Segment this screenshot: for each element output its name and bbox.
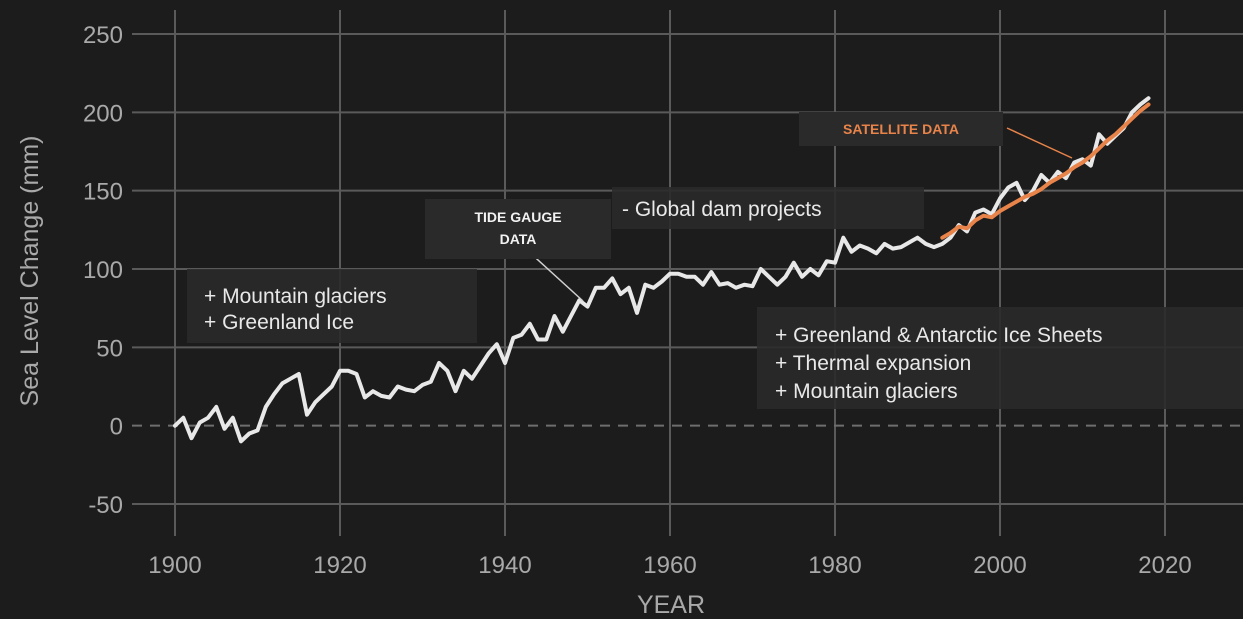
series-lines <box>173 96 1151 444</box>
x-tick-label-1960: 1960 <box>643 552 696 579</box>
tide-gauge-label-line-2: DATA <box>500 231 537 247</box>
annotation-early-contributors-line-2: + Greenland Ice <box>204 311 354 334</box>
satellite-label-box <box>799 112 1003 146</box>
y-tick-label-100: 100 <box>83 257 123 284</box>
y-axis-title: Sea Level Change (mm) <box>16 136 44 407</box>
annotation-dam-projects-box <box>612 187 924 229</box>
x-axis-title: YEAR <box>637 591 705 619</box>
annotation-recent-contributors-box <box>757 307 1243 409</box>
y-tick-label-50: 50 <box>96 335 123 362</box>
satellite-line <box>940 102 1151 240</box>
tide-gauge-label-box <box>425 199 611 259</box>
x-tick-label-1940: 1940 <box>478 552 531 579</box>
y-tick-label--50: -50 <box>88 492 123 519</box>
annotation-recent-contributors-line-1: + Greenland & Antarctic Ice Sheets <box>775 324 1102 347</box>
x-tick-label-1980: 1980 <box>808 552 861 579</box>
tide-gauge-line <box>173 96 1151 444</box>
x-tick-label-1900: 1900 <box>148 552 201 579</box>
tide-gauge-label-line-1: TIDE GAUGE <box>474 209 561 225</box>
annotation-recent-contributors-line-3: + Mountain glaciers <box>775 380 958 403</box>
y-tick-label-150: 150 <box>83 179 123 206</box>
x-tick-label-2000: 2000 <box>973 552 1026 579</box>
annotation-early-contributors-box <box>187 269 477 343</box>
x-tick-label-2020: 2020 <box>1138 552 1191 579</box>
annotation-recent-contributors-line-2: + Thermal expansion <box>775 352 971 375</box>
x-tick-label-1920: 1920 <box>313 552 366 579</box>
annotation-boxes: + Mountain glaciers + Greenland Ice - Glob… <box>187 187 1243 409</box>
series-labels: TIDE GAUGE DATA SATELLITE DATA <box>425 112 1073 302</box>
satellite-label-line-1: SATELLITE DATA <box>843 121 959 137</box>
annotation-dam-projects-line-1: - Global dam projects <box>622 198 822 221</box>
y-tick-label-200: 200 <box>83 100 123 127</box>
satellite-label-leader <box>1006 127 1073 159</box>
tick-labels: -50 0 50 100 150 200 250 1900 1920 1940 1960 1980 20… <box>83 22 1192 579</box>
y-tick-label-0: 0 <box>110 414 123 441</box>
y-tick-label-250: 250 <box>83 22 123 49</box>
annotation-early-contributors-line-1: + Mountain glaciers <box>204 285 387 308</box>
